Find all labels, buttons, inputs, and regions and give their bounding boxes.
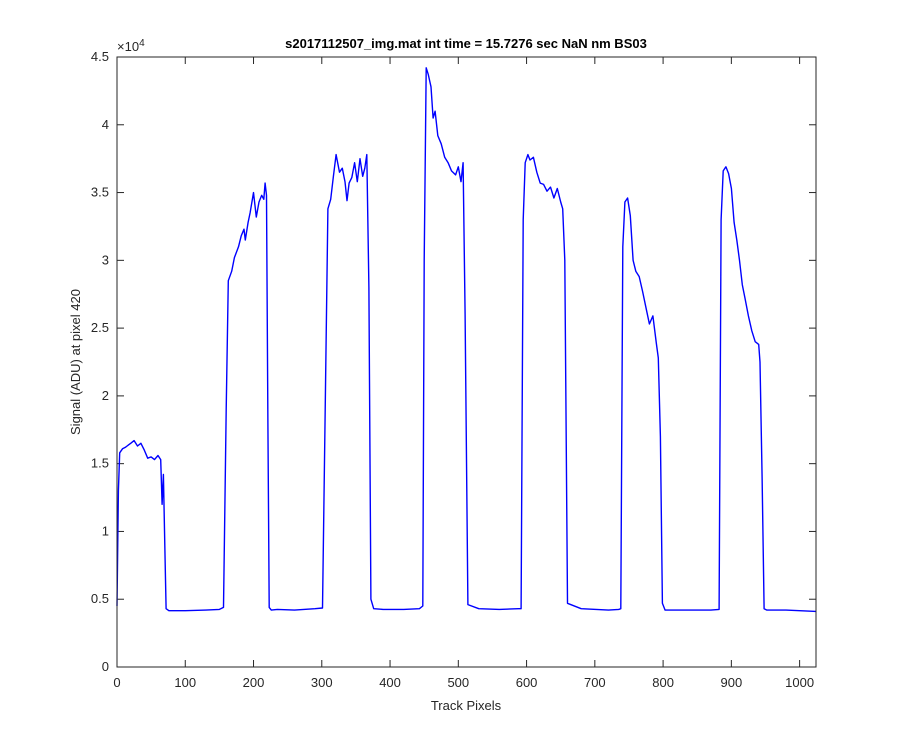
x-tick-label: 700	[584, 675, 606, 690]
x-tick-label: 1000	[785, 675, 814, 690]
y-tick-label: 1	[102, 523, 109, 538]
x-tick-label: 0	[113, 675, 120, 690]
y-tick-label: 3.5	[91, 185, 109, 200]
y-tick-label: 4	[102, 117, 109, 132]
x-tick-label: 800	[652, 675, 674, 690]
x-tick-label: 500	[447, 675, 469, 690]
y-tick-label: 0.5	[91, 591, 109, 606]
y-axis-label: Signal (ADU) at pixel 420	[68, 289, 83, 435]
y-tick-label: 1.5	[91, 456, 109, 471]
x-tick-label: 300	[311, 675, 333, 690]
y-tick-label: 4.5	[91, 49, 109, 64]
axes-box	[116, 56, 817, 668]
x-axis-label: Track Pixels	[431, 698, 502, 713]
y-tick-label: 3	[102, 252, 109, 267]
plot-area	[117, 57, 816, 667]
x-tick-label: 100	[174, 675, 196, 690]
y-axis-exponent: ×104	[117, 38, 145, 54]
x-tick-label: 900	[721, 675, 743, 690]
y-tick-label: 0	[102, 659, 109, 674]
x-tick-label: 600	[516, 675, 538, 690]
x-tick-label: 400	[379, 675, 401, 690]
series-layer	[116, 67, 817, 613]
chart-title: s2017112507_img.mat int time = 15.7276 s…	[285, 36, 647, 51]
y-tick-label: 2.5	[91, 320, 109, 335]
y-tick-label: 2	[102, 388, 109, 403]
series-line	[116, 67, 817, 613]
y-axis-ticks: 0 0.5 1 1.5 2 2.5 3 3.5 4 4.5	[91, 49, 816, 674]
x-tick-label: 200	[243, 675, 265, 690]
y-axis-exponent-label: ×104	[117, 38, 145, 54]
x-axis-ticks: 0 100 200 300 400 500 600 700 800 900 1000	[113, 57, 814, 690]
